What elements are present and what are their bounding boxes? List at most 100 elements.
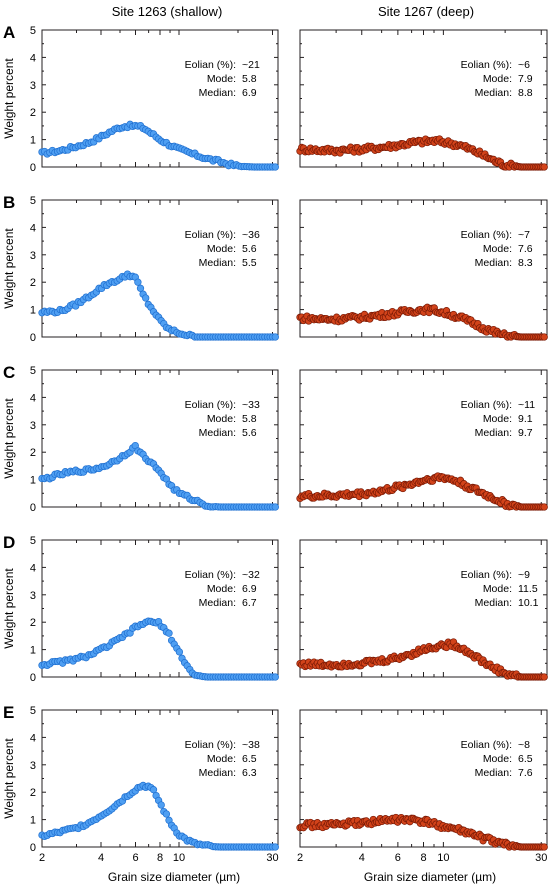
data-point [149, 786, 158, 794]
column-title-right: Site 1267 (deep) [378, 4, 474, 19]
x-axis-label-right: Grain size diameter (µm) [364, 870, 496, 884]
y-tick-label: 3 [30, 80, 36, 92]
x-tick-label: 10 [437, 852, 449, 864]
y-axis-label: Weight percent [2, 228, 16, 309]
annotation-label: Median: [475, 597, 512, 609]
y-tick-label: 1 [30, 305, 36, 317]
y-tick-label: 3 [30, 250, 36, 262]
annotation-label: Eolian (%): [185, 229, 236, 241]
y-axis-label: Weight percent [2, 58, 16, 139]
annotation-value: 5.8 [242, 413, 257, 425]
annotation-label: Mode: [483, 583, 512, 595]
annotation-label: Median: [475, 87, 512, 99]
panel-C-deep: Eolian (%): ~11 Mode: 9.1 Median: 9.7 [296, 369, 548, 511]
annotation-value: 6.3 [242, 767, 257, 779]
data-point [142, 294, 150, 302]
y-tick-label: 2 [30, 107, 36, 119]
annotation-label: Eolian (%): [185, 59, 236, 71]
annotation-label: Eolian (%): [461, 569, 512, 581]
annotation-value: 7.6 [518, 767, 533, 779]
panels: 0 1 2 3 4 5 A Weight percent Eolian (%): ~21 Mode:… [2, 23, 548, 864]
x-tick-label: 8 [157, 852, 163, 864]
panel-letter: C [3, 363, 15, 382]
panel-D-shallow: 0 1 2 3 4 5 D Weight percent Eolian (%): ~32 Mode:… [2, 533, 279, 684]
panel-B-shallow: 0 1 2 3 4 5 B Weight percent Eolian (%): ~36 Mode:… [2, 193, 279, 344]
annotation-value: 6.5 [518, 753, 533, 765]
annotation-value: ~32 [242, 569, 260, 581]
data-point [271, 843, 279, 851]
y-tick-label: 4 [30, 222, 36, 234]
x-axis-label-left: Grain size diameter (µm) [108, 870, 240, 884]
x-tick-label: 30 [266, 852, 278, 864]
annotation-label: Eolian (%): [461, 739, 512, 751]
y-axis-label: Weight percent [2, 568, 16, 649]
annotation-value: ~6 [518, 59, 530, 71]
x-tick-label: 6 [132, 852, 138, 864]
y-tick-label: 4 [30, 732, 36, 744]
annotation-value: 6.9 [242, 87, 257, 99]
panel-letter: A [3, 23, 15, 42]
data-point [540, 503, 548, 511]
y-tick-label: 3 [30, 760, 36, 772]
annotation-label: Eolian (%): [185, 739, 236, 751]
annotation-value: 9.7 [518, 427, 533, 439]
annotation-value: 8.8 [518, 87, 533, 99]
column-title-left: Site 1263 (shallow) [112, 4, 223, 19]
y-tick-label: 1 [30, 475, 36, 487]
annotation-label: Median: [199, 87, 236, 99]
annotation-label: Mode: [483, 243, 512, 255]
annotation-label: Median: [475, 767, 512, 779]
annotation-label: Mode: [207, 243, 236, 255]
annotation-value: ~7 [518, 229, 530, 241]
data-point [136, 284, 145, 292]
data-point [165, 629, 173, 637]
data-point [540, 673, 548, 681]
annotation-label: Mode: [207, 413, 236, 425]
data-point [540, 843, 548, 851]
data-point [271, 673, 279, 681]
panel-letter: E [3, 703, 14, 722]
y-tick-label: 0 [30, 162, 36, 174]
annotation-value: 10.1 [518, 597, 539, 609]
panel-E-shallow: 0 1 2 3 4 5 2 4 6 8 10 30 E Weight percent Eolian (%):… [2, 703, 279, 864]
y-tick-label: 5 [30, 365, 36, 377]
annotation-value: 5.5 [242, 257, 257, 269]
annotation-value: 6.5 [242, 753, 257, 765]
annotation-label: Median: [199, 767, 236, 779]
panel-A-shallow: 0 1 2 3 4 5 A Weight percent Eolian (%): ~21 Mode:… [2, 23, 279, 174]
data-point [271, 333, 279, 341]
y-tick-label: 2 [30, 277, 36, 289]
annotation-label: Mode: [483, 73, 512, 85]
annotation-value: 8.3 [518, 257, 533, 269]
panel-B-deep: Eolian (%): ~7 Mode: 7.6 Median: 8.3 [296, 199, 548, 341]
annotation-label: Mode: [483, 413, 512, 425]
x-tick-label: 6 [395, 852, 401, 864]
y-tick-label: 4 [30, 562, 36, 574]
x-tick-label: 4 [359, 852, 365, 864]
annotation-value: ~11 [518, 399, 535, 411]
x-tick-label: 2 [39, 852, 45, 864]
y-tick-label: 1 [30, 135, 36, 147]
data-point [271, 503, 279, 511]
panel-E-deep: 2 4 6 8 10 30 Eolian (%): ~8 Mode: 6.5 Median: 7.6 [296, 709, 548, 864]
annotation-label: Median: [199, 257, 236, 269]
x-tick-label: 4 [98, 852, 104, 864]
y-tick-label: 0 [30, 332, 36, 344]
y-tick-label: 2 [30, 787, 36, 799]
y-tick-label: 1 [30, 645, 36, 657]
annotation-label: Median: [199, 597, 236, 609]
annotation-value: ~8 [518, 739, 530, 751]
annotation-value: ~38 [242, 739, 260, 751]
y-tick-label: 5 [30, 535, 36, 547]
annotation-value: 9.1 [518, 413, 533, 425]
annotation-label: Eolian (%): [461, 229, 512, 241]
data-point [271, 163, 279, 171]
annotation-value: ~9 [518, 569, 530, 581]
annotation-value: 5.8 [242, 73, 257, 85]
y-tick-label: 5 [30, 195, 36, 207]
annotation-label: Median: [475, 257, 512, 269]
annotation-value: 7.6 [518, 243, 533, 255]
panel-D-deep: Eolian (%): ~9 Mode: 11.5 Median: 10.1 [296, 539, 548, 681]
panel-A-deep: Eolian (%): ~6 Mode: 7.9 Median: 8.8 [296, 29, 548, 171]
